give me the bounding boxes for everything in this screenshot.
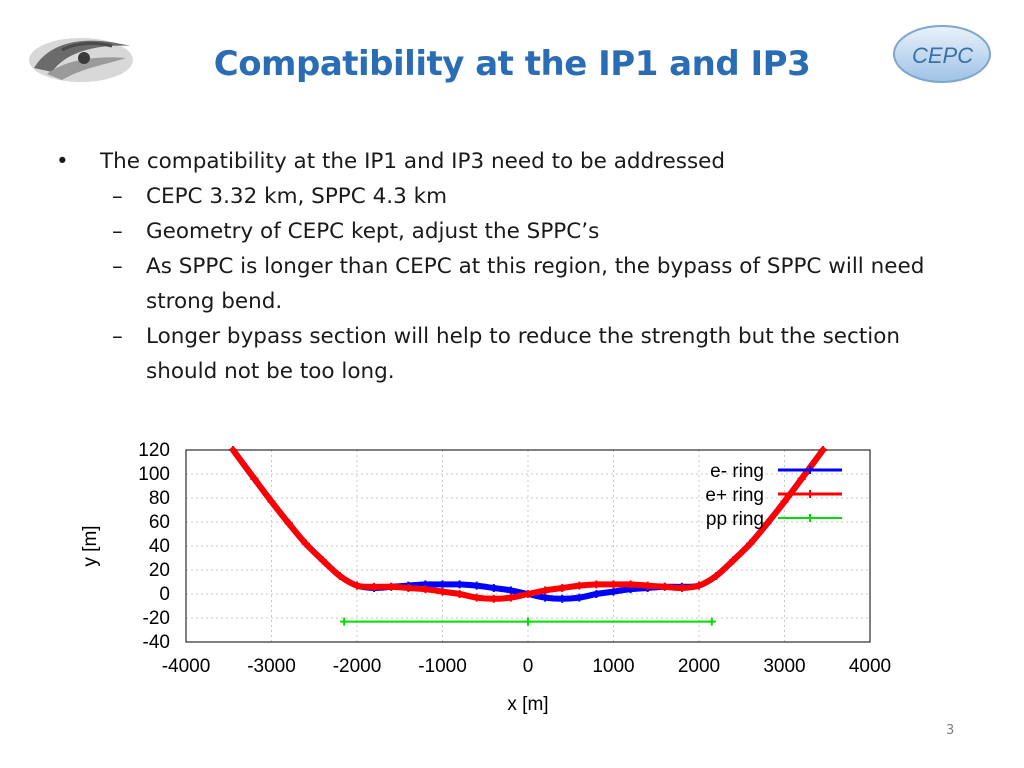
page-number: 3: [946, 723, 955, 738]
x-tick-label: 3000: [763, 656, 805, 677]
cepc-logo: CEPC: [893, 25, 991, 83]
x-tick-label: 4000: [849, 656, 891, 677]
ihep-logo: [29, 38, 133, 82]
y-tick-label: 60: [149, 512, 170, 533]
y-tick-label: 0: [159, 584, 170, 605]
x-tick-label: -4000: [162, 656, 211, 677]
main-bullet-text: The compatibility at the IP1 and IP3 nee…: [100, 149, 726, 174]
legend-label: e+ ring: [705, 485, 764, 506]
ring-geometry-plot: -4000 -3000 -2000 -1000 0 1000 2000 3000 4000-40…: [80, 440, 891, 715]
dash-marker: –: [112, 219, 123, 244]
main-bullet: • The compatibility at the IP1 and IP3 n…: [56, 144, 966, 179]
y-tick-label: -20: [143, 608, 170, 629]
x-tick-label: -1000: [418, 656, 467, 677]
sub-item: – Longer bypass section will help to red…: [56, 319, 966, 389]
dash-marker: –: [112, 324, 123, 349]
slide-title: Compatibility at the IP1 and IP3: [213, 44, 811, 84]
x-axis-label: x [m]: [507, 694, 548, 715]
sub-item-text: CEPC 3.32 km, SPPC 4.3 km: [146, 184, 448, 209]
sub-item: – CEPC 3.32 km, SPPC 4.3 km: [56, 179, 966, 214]
x-tick-label: -2000: [333, 656, 382, 677]
cepc-logo-text: CEPC: [912, 43, 973, 68]
y-tick-label: 20: [149, 560, 170, 581]
sub-item: – Geometry of CEPC kept, adjust the SPPC…: [56, 214, 966, 249]
slide-content: • The compatibility at the IP1 and IP3 n…: [56, 144, 966, 389]
x-tick-label: 0: [523, 656, 534, 677]
legend-label: e- ring: [710, 461, 764, 482]
y-tick-label: 80: [149, 488, 170, 509]
x-tick-label: -3000: [247, 656, 296, 677]
dash-marker: –: [112, 254, 123, 279]
y-tick-label: 120: [138, 440, 170, 461]
y-axis-label: y [m]: [80, 525, 101, 566]
bullet-dot: •: [56, 149, 69, 174]
y-tick-label: 100: [138, 464, 170, 485]
x-tick-label: 1000: [592, 656, 634, 677]
sub-item-text: As SPPC is longer than CEPC at this regi…: [146, 254, 925, 314]
plot-frame: [185, 449, 871, 643]
x-tick-label: 2000: [678, 656, 720, 677]
dash-marker: –: [112, 184, 123, 209]
sub-item-text: Geometry of CEPC kept, adjust the SPPC’s: [146, 219, 600, 244]
y-tick-label: 40: [149, 536, 170, 557]
sub-item: – As SPPC is longer than CEPC at this re…: [56, 249, 966, 319]
y-tick-label: -40: [143, 632, 170, 653]
sub-item-text: Longer bypass section will help to reduc…: [146, 324, 901, 384]
legend-label: pp ring: [706, 509, 764, 530]
